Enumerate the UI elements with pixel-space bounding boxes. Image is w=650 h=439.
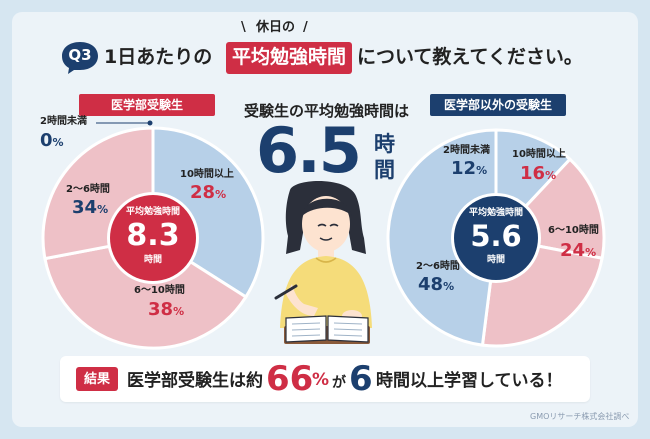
center-unit-top: 時 <box>374 132 395 156</box>
left-under2-leader-dot <box>147 120 153 126</box>
right-chart-title-box <box>430 94 566 116</box>
header-text-before: 1日あたりの <box>104 46 213 68</box>
left-label-2to6: 2〜6時間 <box>66 184 110 195</box>
left-value-2to6-unit: % <box>97 203 109 216</box>
center-headline: 受験生の平均勉強時間は <box>244 102 410 120</box>
notebook-icon <box>284 315 370 344</box>
left-pie-slice-2 <box>43 236 248 350</box>
left-value-under2-num: 0 <box>40 130 53 151</box>
result-num2: 6 <box>349 359 373 399</box>
right-value-6to10-num: 24 <box>560 240 586 261</box>
q-badge-label: Q3 <box>68 46 92 64</box>
student-illustration-icon <box>274 180 372 328</box>
result-badge-box <box>76 367 118 391</box>
result-text3: 時間以上学習している！ <box>376 371 563 391</box>
right-label-2to6: 2〜6時間 <box>416 261 460 272</box>
credit: GMOリサーチ株式会社調べ <box>530 412 630 421</box>
eyebrow-left-mark: \ <box>241 20 246 35</box>
right-center-disc <box>454 196 538 280</box>
header-highlight: 平均勉強時間 <box>232 46 347 68</box>
right-value-under2-num: 12 <box>451 158 477 179</box>
right-value-2to6-unit: % <box>443 280 455 293</box>
header-highlight-box <box>226 42 352 74</box>
right-value-6to10: 24% <box>560 242 596 260</box>
right-center-value: 5.6 <box>470 219 522 253</box>
right-value-10plus: 16% <box>520 165 556 183</box>
left-label-6to10: 6〜10時間 <box>134 285 185 296</box>
right-value-2to6: 48% <box>418 276 454 294</box>
left-label-10plus: 10時間以上 <box>180 169 234 180</box>
left-value-10plus-num: 28 <box>190 182 216 203</box>
right-value-2to6-num: 48 <box>418 274 444 295</box>
left-value-2to6: 34% <box>72 199 108 217</box>
right-center-unit: 時間 <box>486 255 505 265</box>
right-label-under2: 2時間未満 <box>443 145 490 156</box>
header-text-after: について教えてください。 <box>357 46 583 68</box>
result-pct: % <box>312 370 330 390</box>
left-value-6to10-unit: % <box>173 305 185 318</box>
pencil-icon <box>274 284 298 300</box>
result-badge: 結果 <box>83 372 110 387</box>
right-pie-slice-3 <box>386 128 498 347</box>
right-chart-title: 医学部以外の受験生 <box>443 98 552 112</box>
left-value-under2-unit: % <box>52 136 64 149</box>
result-text2: が <box>332 375 346 391</box>
center-big-value: 6.5 <box>256 114 362 187</box>
right-label-10plus: 10時間以上 <box>512 149 566 160</box>
result-bar <box>60 356 590 402</box>
result-num1: 66 <box>266 359 314 399</box>
left-chart-title: 医学部受験生 <box>110 98 183 112</box>
right-label-6to10: 6〜10時間 <box>548 225 599 236</box>
left-label-under2: 2時間未満 <box>40 116 87 127</box>
right-value-10plus-unit: % <box>545 169 557 182</box>
left-value-10plus-unit: % <box>215 188 227 201</box>
left-value-6to10-num: 38 <box>148 299 174 320</box>
left-center-unit: 時間 <box>143 255 162 265</box>
eyebrow-right-mark: / <box>303 20 308 35</box>
right-value-under2: 12% <box>451 160 487 178</box>
left-center-disc <box>110 195 196 281</box>
left-chart-title-box <box>79 94 215 116</box>
result-text1: 医学部受験生は約 <box>127 371 263 391</box>
center-unit-bottom: 間 <box>374 158 395 182</box>
right-center-label: 平均勉強時間 <box>468 208 523 218</box>
right-value-under2-unit: % <box>476 164 488 177</box>
left-value-6to10: 38% <box>148 301 184 319</box>
header-eyebrow: 休日の <box>256 20 296 35</box>
left-center-label: 平均勉強時間 <box>125 207 180 217</box>
right-value-6to10-unit: % <box>585 246 597 259</box>
right-value-10plus-num: 16 <box>520 163 546 184</box>
left-value-10plus: 28% <box>190 184 226 202</box>
left-value-under2: 0% <box>40 132 64 150</box>
q-badge <box>62 42 98 74</box>
left-value-2to6-num: 34 <box>72 197 98 218</box>
left-center-value: 8.3 <box>126 218 180 253</box>
